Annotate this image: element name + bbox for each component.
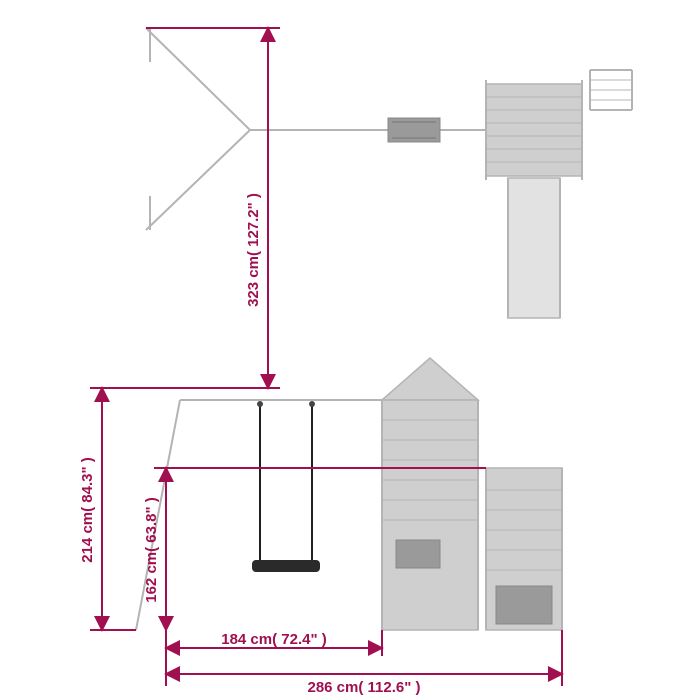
dim-width-184: 184 cm( 72.4" ) [166,630,382,686]
top-view [146,28,632,318]
dim-width-184-label: 184 cm( 72.4" ) [221,631,327,648]
swing-seat [252,560,320,572]
dimension-diagram: 323 cm( 127.2" ) 214 cm( 84.3" ) 162 cm(… [0,0,700,700]
dim-depth-323: 323 cm( 127.2" ) [146,28,280,388]
tower-front [382,358,478,630]
ladder-top [590,70,632,110]
dim-height-214-label: 214 cm( 84.3" ) [79,457,96,563]
front-view [136,358,562,630]
dim-height-214: 214 cm( 84.3" ) [79,388,280,630]
dim-depth-323-label: 323 cm( 127.2" ) [245,193,262,307]
dim-height-162-label: 162 cm( 63.8" ) [143,497,160,603]
side-tower-front [486,468,562,630]
slide-top [508,178,560,318]
dim-width-286-label: 286 cm( 112.6" ) [307,679,420,696]
